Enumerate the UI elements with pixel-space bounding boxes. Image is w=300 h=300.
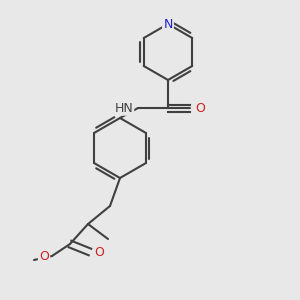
Text: N: N <box>163 17 173 31</box>
Text: O: O <box>195 101 205 115</box>
Text: O: O <box>94 245 104 259</box>
Text: O: O <box>39 250 49 262</box>
Text: HN: HN <box>114 101 133 115</box>
